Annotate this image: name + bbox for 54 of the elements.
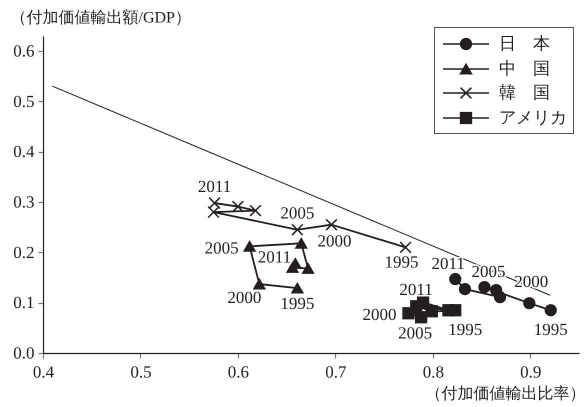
annotation: 2011 bbox=[399, 280, 433, 300]
point bbox=[458, 282, 472, 296]
annotation: 2011 bbox=[432, 254, 465, 274]
legend-label: 韓 国 bbox=[499, 83, 550, 102]
y-tick-label: 0.1 bbox=[13, 293, 34, 312]
legend-label: 中 国 bbox=[499, 59, 550, 78]
legend-label: アメリカ bbox=[499, 108, 567, 127]
y-tick-label: 0.6 bbox=[13, 42, 34, 61]
x-tick-label: 0.9 bbox=[520, 362, 542, 382]
point bbox=[207, 206, 220, 218]
annotation: 2011 bbox=[198, 177, 232, 196]
annotation: 2005 bbox=[204, 238, 239, 258]
y-tick-label: 0.5 bbox=[13, 92, 34, 111]
point bbox=[494, 291, 506, 304]
annotation: 1995 bbox=[280, 294, 314, 314]
x-tick-label: 0.5 bbox=[130, 362, 152, 382]
point bbox=[399, 241, 412, 254]
annotation: 1995 bbox=[448, 320, 482, 340]
point bbox=[523, 297, 536, 310]
annotation: 2005 bbox=[280, 204, 314, 223]
annotation: 1995 bbox=[384, 252, 419, 272]
x-tick-label: 0.7 bbox=[325, 362, 347, 382]
x-tick-label: 0.6 bbox=[228, 362, 250, 382]
point bbox=[253, 278, 266, 290]
annotation: 1995 bbox=[534, 320, 568, 340]
annotation: 2000 bbox=[317, 232, 352, 251]
point bbox=[295, 238, 308, 249]
point bbox=[544, 304, 557, 316]
y-axis-title: （付加価値輸出額/GDP） bbox=[10, 8, 191, 26]
annotation: 2000 bbox=[362, 305, 396, 324]
point bbox=[442, 304, 455, 316]
point bbox=[291, 224, 304, 236]
x-tick-label: 0.8 bbox=[422, 362, 444, 382]
y-tick-label: 0.3 bbox=[13, 192, 34, 212]
point bbox=[208, 196, 221, 210]
point bbox=[243, 240, 256, 252]
point bbox=[478, 280, 491, 294]
y-tick-label: 0.0 bbox=[13, 344, 34, 362]
point bbox=[449, 272, 462, 286]
point bbox=[302, 263, 314, 274]
legend-label: 日 本 bbox=[499, 34, 550, 53]
y-tick-label: 0.2 bbox=[13, 242, 34, 262]
annotation: 2011 bbox=[258, 247, 292, 266]
point bbox=[291, 282, 304, 294]
point bbox=[232, 200, 244, 213]
x-axis-title: （付加価値輸出比率） bbox=[426, 384, 586, 402]
annotation: 2005 bbox=[398, 323, 432, 342]
x-tick-label: 0.4 bbox=[32, 362, 55, 382]
point bbox=[325, 218, 338, 231]
y-tick-label: 0.4 bbox=[13, 142, 35, 162]
annotation: 2000 bbox=[514, 272, 548, 292]
point bbox=[426, 305, 438, 318]
point bbox=[249, 204, 262, 217]
annotation: 2000 bbox=[227, 288, 262, 308]
